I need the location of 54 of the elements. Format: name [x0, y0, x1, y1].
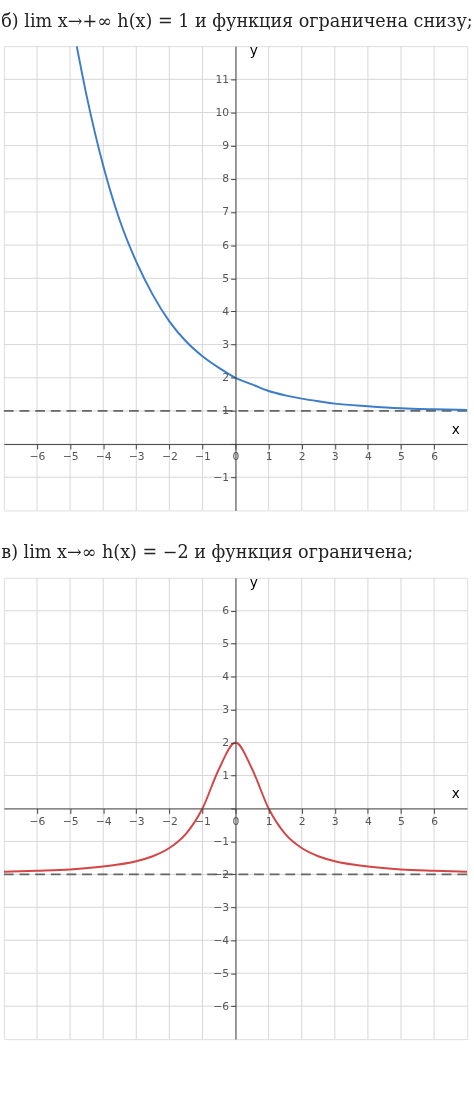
- x-tick-label: 1: [265, 450, 273, 464]
- y-tick-label: 5: [222, 637, 230, 651]
- y-tick-label: 11: [215, 72, 230, 86]
- x-tick-label: 4: [364, 450, 372, 464]
- y-tick-label: 1: [222, 404, 230, 418]
- y-tick-label: −1: [213, 834, 230, 848]
- x-tick-label: −5: [62, 814, 79, 828]
- y-tick-label: 3: [222, 338, 230, 352]
- y-tick-label: 2: [222, 371, 230, 385]
- x-tick-label: −4: [95, 450, 112, 464]
- x-tick-label: 4: [364, 814, 372, 828]
- y-axis-title: y: [249, 42, 258, 59]
- y-tick-label: −6: [213, 999, 230, 1013]
- x-tick-label: −2: [161, 450, 178, 464]
- y-tick-label: 6: [222, 604, 230, 618]
- x-tick-label: −4: [95, 814, 112, 828]
- x-tick-label: −3: [128, 814, 145, 828]
- chart-title: б) lim x→+∞ h(x) = 1 и функция ограничена снизу;: [1, 10, 473, 31]
- y-tick-label: −4: [213, 933, 230, 947]
- y-tick-label: 9: [222, 139, 230, 153]
- x-tick-label: 3: [331, 450, 339, 464]
- x-tick-label: −5: [62, 450, 79, 464]
- y-tick-label: 10: [215, 105, 230, 119]
- y-tick-label: −3: [213, 900, 230, 914]
- y-tick-label: 7: [222, 205, 230, 219]
- x-tick-label: 5: [398, 450, 405, 464]
- x-tick-label: 6: [431, 450, 439, 464]
- x-tick-label: 1: [265, 814, 273, 828]
- y-axis-title: y: [249, 574, 258, 591]
- x-tick-label: −3: [128, 450, 145, 464]
- y-tick-label: 2: [222, 736, 230, 749]
- y-tick-label: −5: [213, 966, 230, 980]
- x-tick-label: −1: [195, 450, 211, 464]
- y-tick-label: −1: [213, 470, 230, 484]
- x-tick-label: −6: [29, 814, 46, 828]
- x-tick-label: 3: [331, 814, 339, 828]
- x-tick-label: 2: [298, 814, 306, 828]
- y-tick-label: 1: [222, 768, 230, 782]
- x-tick-label: 2: [298, 450, 306, 464]
- y-tick-label: 8: [222, 172, 230, 186]
- y-tick-label: −2: [213, 867, 230, 881]
- y-tick-label: 5: [222, 271, 230, 285]
- x-tick-label: −6: [29, 450, 46, 464]
- x-tick-label: −1: [195, 814, 211, 828]
- y-tick-label: 6: [222, 238, 230, 252]
- x-axis-title: x: [451, 420, 460, 437]
- x-axis-title: x: [451, 785, 460, 802]
- x-tick-label: −2: [161, 814, 178, 828]
- y-tick-label: 3: [222, 703, 230, 717]
- y-tick-label: 4: [222, 304, 230, 318]
- y-tick-label: 4: [222, 670, 230, 684]
- x-tick-label: 5: [398, 814, 405, 828]
- chart-title: в) lim x→∞ h(x) = −2 и функция ограничена;: [1, 542, 414, 563]
- x-tick-label: 6: [431, 814, 439, 828]
